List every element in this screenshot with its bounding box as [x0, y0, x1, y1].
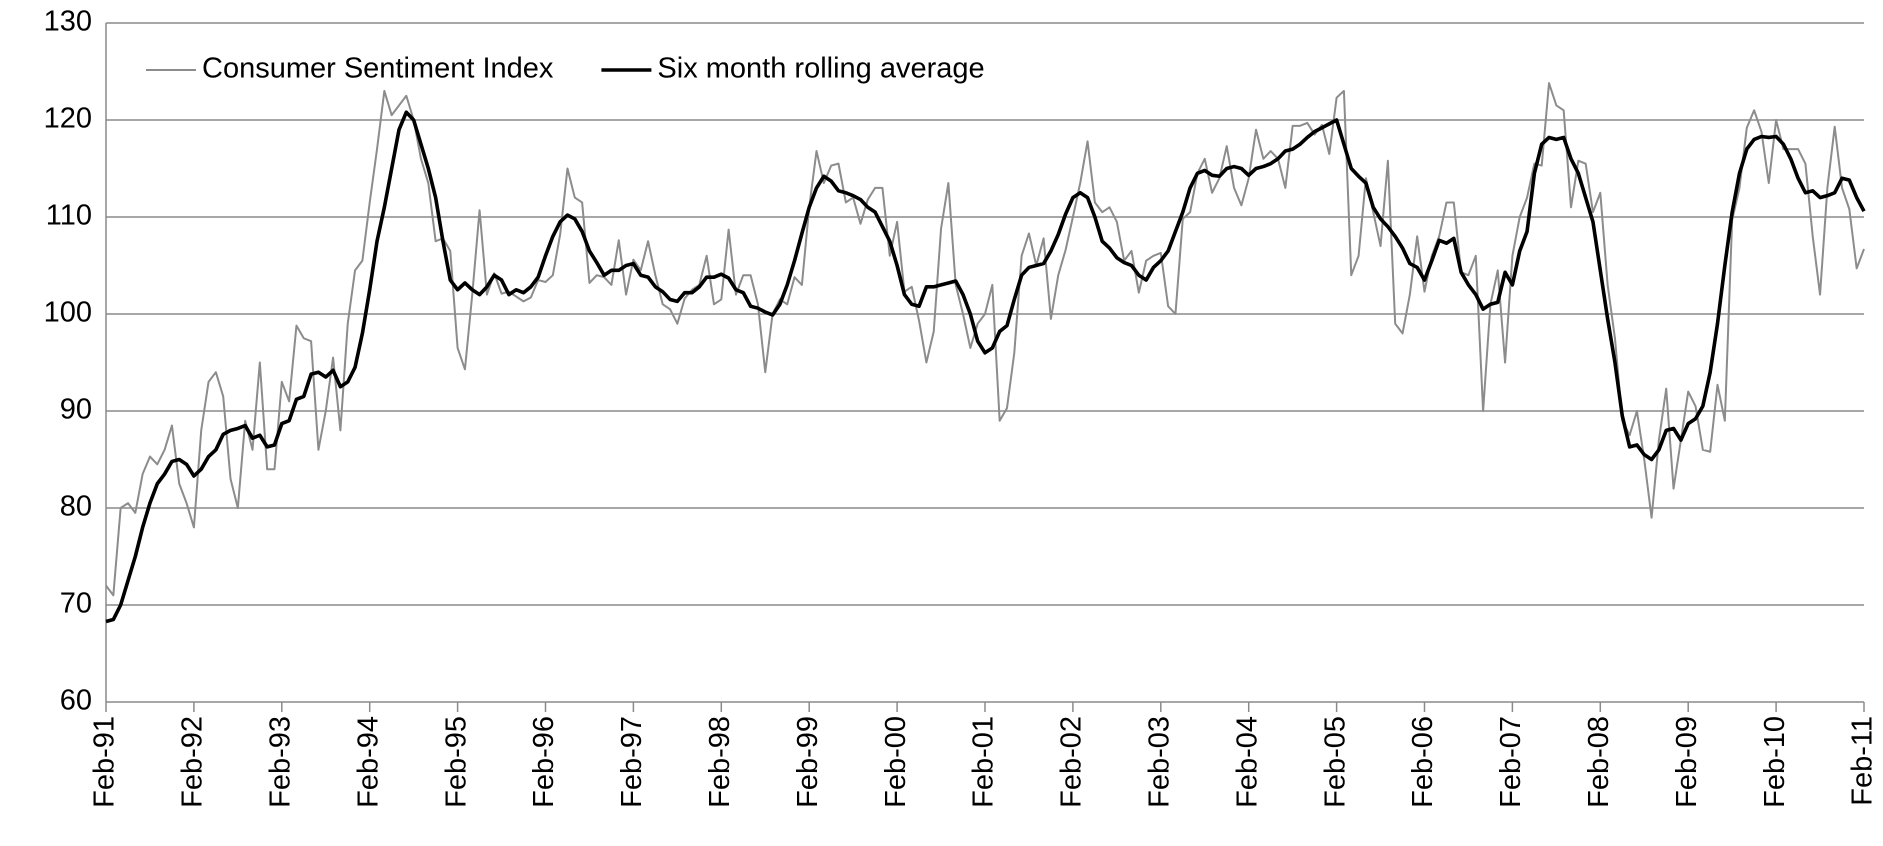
y-tick-label: 90 [60, 394, 92, 426]
x-tick-label: Feb-93 [264, 716, 296, 808]
x-tick-label: Feb-92 [177, 716, 209, 808]
x-tick-label: Feb-09 [1671, 716, 1703, 808]
x-tick-label: Feb-11 [1847, 716, 1879, 806]
x-tick-label: Feb-05 [1319, 716, 1351, 808]
x-tick-label: Feb-01 [968, 716, 1000, 808]
x-tick-label: Feb-91 [89, 716, 121, 808]
legend-label: Six month rolling average [657, 53, 984, 85]
y-tick-label: 70 [60, 588, 92, 620]
x-tick-label: Feb-08 [1583, 716, 1615, 808]
y-tick-label: 80 [60, 491, 92, 523]
series-line [105, 82, 1865, 597]
x-tick-label: Feb-98 [704, 716, 736, 808]
x-tick-label: Feb-10 [1759, 716, 1791, 808]
x-tick-label: Feb-03 [1143, 716, 1175, 808]
legend: Consumer Sentiment Index Six month rollin… [146, 53, 985, 85]
x-tick-label: Feb-06 [1407, 716, 1439, 808]
y-tick-label: 120 [44, 103, 92, 135]
y-tick-label: 130 [44, 6, 92, 38]
legend-label: Consumer Sentiment Index [202, 53, 554, 85]
x-tick-label: Feb-07 [1495, 716, 1527, 808]
x-tick-label: Feb-99 [792, 716, 824, 808]
x-tick-label: Feb-00 [880, 716, 912, 808]
x-tick-label: Feb-97 [616, 716, 648, 808]
x-tick-label: Feb-04 [1231, 716, 1263, 808]
x-tick-label: Feb-95 [440, 716, 472, 808]
y-tick-label: 60 [60, 685, 92, 717]
series-line [105, 110, 1866, 624]
x-tick-label: Feb-94 [352, 716, 384, 808]
x-tick-label: Feb-02 [1056, 716, 1088, 808]
x-tick-label: Feb-96 [528, 716, 560, 808]
y-tick-label: 110 [46, 200, 92, 232]
y-tick-label: 100 [44, 297, 92, 329]
